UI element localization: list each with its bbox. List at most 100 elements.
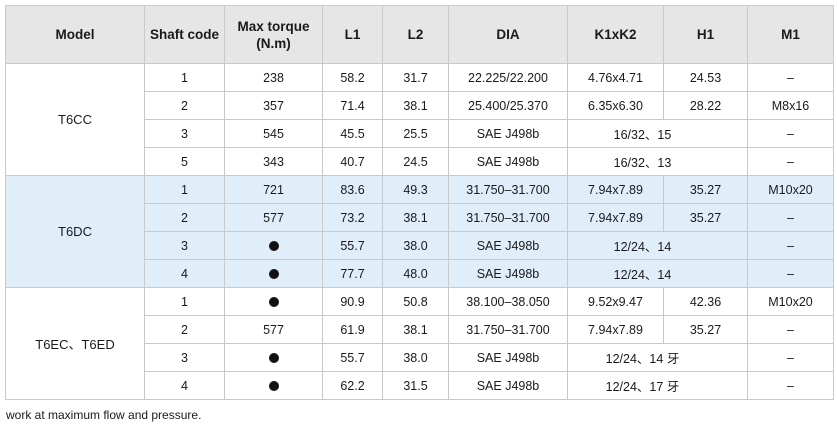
h1-cell: 35.27 [663, 203, 748, 232]
l1-cell: 55.7 [322, 343, 383, 372]
table-row: 3 55.7 38.0 SAE J498b 12/24、14 牙 – [6, 343, 834, 372]
max-torque-cell [224, 231, 323, 260]
l1-cell: 58.2 [322, 63, 383, 92]
l1-cell: 45.5 [322, 119, 383, 148]
bullet-dot-icon [268, 297, 279, 308]
l1-cell: 77.7 [322, 259, 383, 288]
table-row: 4 77.7 48.0 SAE J498b 12/24、14– [6, 259, 834, 288]
m1-cell: M10x20 [747, 287, 834, 316]
spline-cell: 12/24、14 牙 [567, 343, 748, 372]
l2-cell: 38.0 [382, 343, 449, 372]
k1xk2-cell: 4.76x4.71 [567, 63, 664, 92]
l2-cell: 38.0 [382, 231, 449, 260]
header-max-torque: Max torque (N.m) [224, 5, 323, 64]
max-torque-cell [224, 371, 323, 400]
dia-cell: 31.750–31.700 [448, 203, 568, 232]
table-row: T6DC 1 721 83.6 49.3 31.750–31.700 7.94x7.89 35… [5, 175, 834, 288]
l1-cell: 90.9 [322, 287, 383, 316]
shaft-code-cell: 3 [144, 231, 225, 260]
k1xk2-cell: 7.94x7.89 [567, 315, 664, 344]
max-torque-cell: 545 [224, 119, 323, 148]
l2-cell: 38.1 [382, 315, 449, 344]
h1-cell: 35.27 [663, 315, 748, 344]
bullet-dot-icon [268, 241, 279, 252]
l1-cell: 61.9 [322, 315, 383, 344]
l1-cell: 83.6 [322, 175, 383, 204]
max-torque-cell: 577 [224, 203, 323, 232]
shaft-code-cell: 4 [144, 259, 225, 288]
sae-standard-cell: SAE J498b [448, 147, 568, 176]
dia-cell: 31.750–31.700 [448, 175, 568, 204]
shaft-code-cell: 1 [144, 287, 225, 316]
table-row: 2 357 71.4 38.1 25.400/25.370 6.35x6.30 28.22 M… [6, 91, 834, 120]
spline-cell: 12/24、17 牙 [567, 371, 748, 400]
shaft-code-cell: 5 [144, 147, 225, 176]
m1-cell: – [747, 343, 834, 372]
table-row: T6EC、T6ED 1 90.9 50.8 38.100–38.050 9.52x9.47… [5, 287, 834, 400]
m1-cell: M10x20 [747, 175, 834, 204]
max-torque-cell: 343 [224, 147, 323, 176]
l2-cell: 49.3 [382, 175, 449, 204]
k1xk2-cell: 6.35x6.30 [567, 91, 664, 120]
dia-cell: 38.100–38.050 [448, 287, 568, 316]
h1-cell: 28.22 [663, 91, 748, 120]
m1-cell: – [747, 259, 834, 288]
max-torque-cell: 721 [224, 175, 323, 204]
l1-cell: 62.2 [322, 371, 383, 400]
h1-cell: 35.27 [663, 175, 748, 204]
sae-standard-cell: SAE J498b [448, 343, 568, 372]
m1-cell: – [747, 147, 834, 176]
k1xk2-cell: 9.52x9.47 [567, 287, 664, 316]
l2-cell: 31.5 [382, 371, 449, 400]
sae-standard-cell: SAE J498b [448, 231, 568, 260]
l1-cell: 40.7 [322, 147, 383, 176]
l2-cell: 38.1 [382, 91, 449, 120]
model-cell: T6DC [5, 175, 145, 288]
shaft-code-cell: 1 [144, 175, 225, 204]
table-row: 2 577 73.2 38.1 31.750–31.700 7.94x7.89 35.27– [6, 203, 834, 232]
shaft-code-cell: 2 [144, 203, 225, 232]
table-body: T6CC 1 238 58.2 31.7 22.225/22.200 4.76x4.71 24… [5, 63, 834, 400]
spline-cell: 12/24、14 [567, 259, 748, 288]
shaft-code-cell: 1 [144, 63, 225, 92]
header-k1xk2: K1xK2 [567, 5, 664, 64]
shaft-code-cell: 4 [144, 371, 225, 400]
header-row: Model Shaft code Max torque (N.m) L1 L2 … [5, 5, 834, 64]
sae-standard-cell: SAE J498b [448, 371, 568, 400]
table-row: 4 62.2 31.5 SAE J498b 12/24、17 牙 – [6, 371, 834, 400]
l2-cell: 24.5 [382, 147, 449, 176]
bullet-dot-icon [268, 269, 279, 280]
table-row: T6CC 1 238 58.2 31.7 22.225/22.200 4.76x4.71 24… [5, 63, 834, 176]
m1-cell: – [747, 315, 834, 344]
m1-cell: – [747, 119, 834, 148]
h1-cell: 42.36 [663, 287, 748, 316]
max-torque-cell [224, 259, 323, 288]
sae-standard-cell: SAE J498b [448, 119, 568, 148]
footnote: work at maximum flow and pressure. [6, 408, 202, 422]
sae-standard-cell: SAE J498b [448, 259, 568, 288]
dia-cell: 31.750–31.700 [448, 315, 568, 344]
h1-cell: 24.53 [663, 63, 748, 92]
m1-cell: – [747, 203, 834, 232]
m1-cell: – [747, 63, 834, 92]
shaft-code-cell: 2 [144, 315, 225, 344]
max-torque-cell: 577 [224, 315, 323, 344]
header-m1: M1 [747, 5, 834, 64]
header-model: Model [5, 5, 145, 64]
bullet-dot-icon [268, 381, 279, 392]
model-cell: T6CC [5, 63, 145, 176]
spline-cell: 16/32、13 [567, 147, 748, 176]
l2-cell: 48.0 [382, 259, 449, 288]
header-dia: DIA [448, 5, 568, 64]
header-h1: H1 [663, 5, 748, 64]
spline-cell: 16/32、15 [567, 119, 748, 148]
shaft-code-cell: 2 [144, 91, 225, 120]
dia-cell: 25.400/25.370 [448, 91, 568, 120]
header-shaft-code: Shaft code [144, 5, 225, 64]
m1-cell: – [747, 231, 834, 260]
max-torque-cell [224, 343, 323, 372]
l2-cell: 31.7 [382, 63, 449, 92]
shaft-spec-table: Model Shaft code Max torque (N.m) L1 L2 … [5, 5, 834, 400]
spline-cell: 12/24、14 [567, 231, 748, 260]
header-l2: L2 [382, 5, 449, 64]
